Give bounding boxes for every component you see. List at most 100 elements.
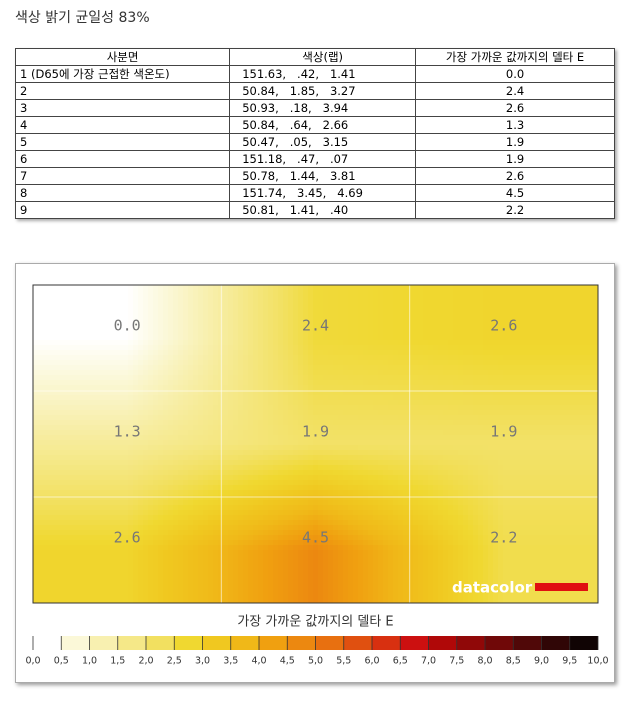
heat-pixel (508, 480, 514, 486)
heat-pixel (108, 415, 114, 421)
heat-pixel (38, 420, 44, 426)
heat-pixel (258, 395, 264, 401)
heat-pixel (363, 365, 369, 371)
heat-pixel (113, 330, 119, 336)
heat-pixel (458, 440, 464, 446)
heat-pixel (38, 390, 44, 396)
heat-pixel (398, 390, 404, 396)
heat-pixel (78, 440, 84, 446)
heat-pixel (518, 380, 524, 386)
heat-pixel (133, 300, 139, 306)
heat-pixel (408, 320, 414, 326)
heat-pixel (313, 405, 319, 411)
heat-pixel (138, 355, 144, 361)
heat-pixel (233, 450, 239, 456)
heat-pixel (68, 330, 74, 336)
heat-pixel (488, 415, 494, 421)
heat-pixel (553, 305, 559, 311)
heat-pixel (428, 315, 434, 321)
heat-pixel (113, 445, 119, 451)
heat-pixel (118, 340, 124, 346)
heat-pixel (588, 315, 594, 321)
heat-pixel (88, 440, 94, 446)
heat-pixel (488, 420, 494, 426)
heat-pixel (333, 330, 339, 336)
heat-pixel (293, 350, 299, 356)
heat-pixel (103, 380, 109, 386)
heat-pixel (333, 335, 339, 341)
heat-pixel (468, 395, 474, 401)
heat-pixel (443, 440, 449, 446)
heat-pixel (513, 415, 519, 421)
heat-pixel (393, 490, 399, 496)
heat-pixel (308, 430, 314, 436)
heat-pixel (388, 330, 394, 336)
heat-pixel (63, 320, 69, 326)
heat-pixel (303, 445, 309, 451)
heat-pixel (513, 400, 519, 406)
heat-pixel (283, 460, 289, 466)
heat-pixel (528, 370, 534, 376)
heat-pixel (133, 435, 139, 441)
heat-pixel (438, 350, 444, 356)
heat-pixel (138, 390, 144, 396)
heat-pixel (73, 365, 79, 371)
heat-pixel (293, 325, 299, 331)
heat-pixel (58, 460, 64, 466)
heat-pixel (553, 495, 559, 501)
heat-pixel (398, 425, 404, 431)
heat-pixel (588, 480, 594, 486)
heat-pixel (503, 415, 509, 421)
heat-pixel (488, 310, 494, 316)
heat-pixel (158, 410, 164, 416)
heat-pixel (153, 285, 159, 291)
heat-pixel (468, 300, 474, 306)
heat-pixel (33, 490, 39, 496)
heat-pixel (323, 400, 329, 406)
heat-pixel (73, 440, 79, 446)
heat-pixel (568, 355, 574, 361)
heat-pixel (488, 470, 494, 476)
heat-pixel (333, 420, 339, 426)
heat-pixel (478, 420, 484, 426)
heat-pixel (118, 310, 124, 316)
heat-pixel (213, 465, 219, 471)
heat-pixel (143, 315, 149, 321)
heat-pixel (223, 445, 229, 451)
heat-pixel (163, 395, 169, 401)
heat-pixel (588, 440, 594, 446)
heat-pixel (183, 400, 189, 406)
heat-pixel (553, 350, 559, 356)
heat-pixel (463, 430, 469, 436)
heat-pixel (88, 490, 94, 496)
heat-pixel (33, 300, 39, 306)
heat-pixel (148, 355, 154, 361)
heat-pixel (223, 365, 229, 371)
heat-pixel (263, 315, 269, 321)
heat-pixel (488, 425, 494, 431)
heat-pixel (553, 300, 559, 306)
heat-pixel (173, 380, 179, 386)
heat-pixel (243, 360, 249, 366)
heat-pixel (88, 380, 94, 386)
heat-pixel (223, 355, 229, 361)
heat-pixel (428, 420, 434, 426)
heat-pixel (238, 435, 244, 441)
heat-pixel (288, 300, 294, 306)
heat-pixel (503, 435, 509, 441)
heat-pixel (188, 390, 194, 396)
heat-pixel (88, 435, 94, 441)
heat-pixel (138, 460, 144, 466)
heat-pixel (298, 295, 304, 301)
heat-pixel (133, 285, 139, 291)
heat-pixel (353, 300, 359, 306)
heat-pixel (163, 290, 169, 296)
heat-pixel (298, 380, 304, 386)
heat-pixel (588, 375, 594, 381)
heat-pixel (153, 340, 159, 346)
heat-pixel (163, 485, 169, 491)
heat-pixel (323, 490, 329, 496)
heat-pixel (348, 405, 354, 411)
heat-pixel (113, 420, 119, 426)
heat-pixel (113, 490, 119, 496)
